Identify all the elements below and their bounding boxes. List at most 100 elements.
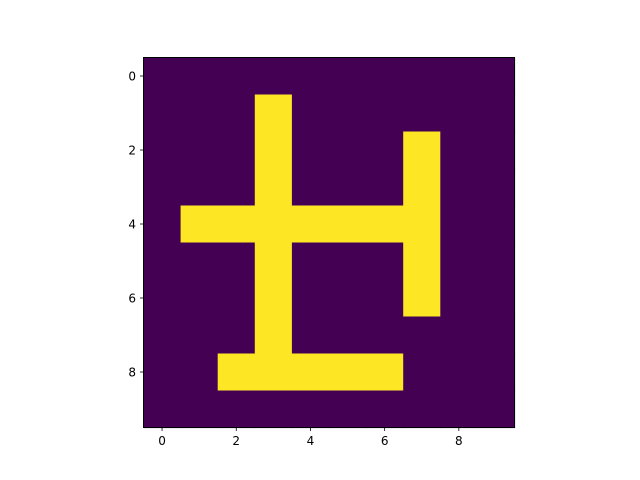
- heatmap-cell-r4-c7: [403, 205, 441, 244]
- heatmap-cell-r6-c9: [477, 279, 516, 318]
- heatmap-cell-r7-c4: [291, 316, 330, 355]
- heatmap-cell-r8-c4: [291, 353, 330, 392]
- heatmap-cell-r5-c2: [217, 242, 256, 281]
- heatmap-cell-r8-c8: [440, 353, 478, 392]
- heatmap-cell-r5-c4: [291, 242, 330, 281]
- heatmap-cell-r3-c9: [477, 168, 516, 207]
- heatmap-cell-r1-c0: [143, 94, 182, 133]
- heatmap-cell-r0-c4: [291, 57, 330, 96]
- heatmap-cell-r1-c8: [440, 94, 478, 133]
- heatmap-cell-r0-c3: [254, 57, 293, 96]
- y-tick-label: 0: [128, 70, 136, 84]
- heatmap-cell-r2-c1: [180, 131, 219, 170]
- y-axis: 0 2 4 6 8: [128, 70, 144, 380]
- heatmap-cell-r0-c8: [440, 57, 478, 96]
- heatmap-cell-r5-c8: [440, 242, 478, 281]
- heatmap-cell-r0-c9: [477, 57, 516, 96]
- y-tick-label: 6: [128, 292, 136, 306]
- heatmap-cell-r1-c7: [403, 94, 441, 133]
- heatmap-cell-r8-c6: [366, 353, 404, 392]
- heatmap-cell-r8-c7: [403, 353, 441, 392]
- heatmap-cell-r7-c3: [254, 316, 293, 355]
- heatmap-cell-r7-c9: [477, 316, 516, 355]
- heatmap-cell-r9-c8: [440, 390, 478, 429]
- heatmap-cell-r9-c5: [329, 390, 367, 429]
- heatmap-cell-r7-c8: [440, 316, 478, 355]
- heatmap-cell-r3-c5: [329, 168, 367, 207]
- heatmap-cell-r0-c6: [366, 57, 404, 96]
- heatmap-cell-r9-c2: [217, 390, 256, 429]
- x-tick-label: 8: [455, 434, 463, 448]
- heatmap-cell-r2-c4: [291, 131, 330, 170]
- heatmap-cell-r7-c5: [329, 316, 367, 355]
- heatmap-cell-r6-c1: [180, 279, 219, 318]
- heatmap-cell-r3-c7: [403, 168, 441, 207]
- heatmap-cell-r2-c8: [440, 131, 478, 170]
- x-tick-label: 2: [232, 434, 240, 448]
- heatmap-cell-r4-c9: [477, 205, 516, 244]
- heatmap-cell-r5-c3: [254, 242, 293, 281]
- heatmap-cell-r4-c6: [366, 205, 404, 244]
- heatmap-cell-r7-c1: [180, 316, 219, 355]
- x-tick-label: 6: [381, 434, 389, 448]
- heatmap-cell-r5-c6: [366, 242, 404, 281]
- heatmap-cell-r3-c4: [291, 168, 330, 207]
- heatmap-cell-r1-c3: [254, 94, 293, 133]
- y-tick-label: 4: [128, 218, 136, 232]
- heatmap-cell-r9-c0: [143, 390, 182, 429]
- heatmap-cell-r6-c7: [403, 279, 441, 318]
- heatmap-cell-r2-c3: [254, 131, 293, 170]
- heatmap-cell-r7-c2: [217, 316, 256, 355]
- plot-frame: [143, 57, 515, 428]
- heatmap-cell-r6-c8: [440, 279, 478, 318]
- heatmap-cell-r1-c5: [329, 94, 367, 133]
- heatmap-cell-r3-c1: [180, 168, 219, 207]
- heatmap-cell-r3-c6: [366, 168, 404, 207]
- heatmap-cell-r3-c3: [254, 168, 293, 207]
- heatmap-cell-r3-c0: [143, 168, 182, 207]
- heatmap-cell-r9-c9: [477, 390, 516, 429]
- heatmap-cell-r9-c7: [403, 390, 441, 429]
- heatmap-cell-r4-c2: [217, 205, 256, 244]
- x-tick-label: 4: [307, 434, 315, 448]
- heatmap-cell-r9-c6: [366, 390, 404, 429]
- heatmap-cell-r6-c3: [254, 279, 293, 318]
- y-tick-label: 2: [128, 144, 136, 158]
- heatmap-cell-r7-c6: [366, 316, 404, 355]
- heatmap-cell-r7-c7: [403, 316, 441, 355]
- heatmap-cell-r5-c7: [403, 242, 441, 281]
- heatmap-cell-r8-c9: [477, 353, 516, 392]
- heatmap-cell-r5-c5: [329, 242, 367, 281]
- heatmap-cell-r9-c3: [254, 390, 293, 429]
- heatmap-cell-r7-c0: [143, 316, 182, 355]
- heatmap-cell-r5-c9: [477, 242, 516, 281]
- heatmap-cell-r4-c5: [329, 205, 367, 244]
- heatmap-cell-r0-c5: [329, 57, 367, 96]
- heatmap-cell-r4-c1: [180, 205, 219, 244]
- y-tick-label: 8: [128, 366, 136, 380]
- heatmap-cell-r2-c9: [477, 131, 516, 170]
- heatmap-cell-r8-c5: [329, 353, 367, 392]
- heatmap-cell-r6-c5: [329, 279, 367, 318]
- heatmap-cell-r0-c0: [143, 57, 182, 96]
- heatmap-cell-r5-c0: [143, 242, 182, 281]
- heatmap-cell-r8-c3: [254, 353, 293, 392]
- heatmap-cell-r8-c2: [217, 353, 256, 392]
- heatmap-cell-r1-c2: [217, 94, 256, 133]
- heatmap-cell-r2-c7: [403, 131, 441, 170]
- x-axis: 0 2 4 6 8: [158, 427, 463, 448]
- heatmap-cell-r0-c2: [217, 57, 256, 96]
- heatmap-cell-r4-c0: [143, 205, 182, 244]
- heatmap-cell-r1-c9: [477, 94, 516, 133]
- heatmap-cell-r9-c1: [180, 390, 219, 429]
- heatmap-cell-r6-c2: [217, 279, 256, 318]
- heatmap-cell-r6-c6: [366, 279, 404, 318]
- heatmap-cell-r8-c1: [180, 353, 219, 392]
- heatmap-cell-r0-c1: [180, 57, 219, 96]
- heatmap-cell-r1-c1: [180, 94, 219, 133]
- heatmap-cells: [143, 57, 516, 429]
- heatmap-cell-r1-c4: [291, 94, 330, 133]
- heatmap-cell-r1-c6: [366, 94, 404, 133]
